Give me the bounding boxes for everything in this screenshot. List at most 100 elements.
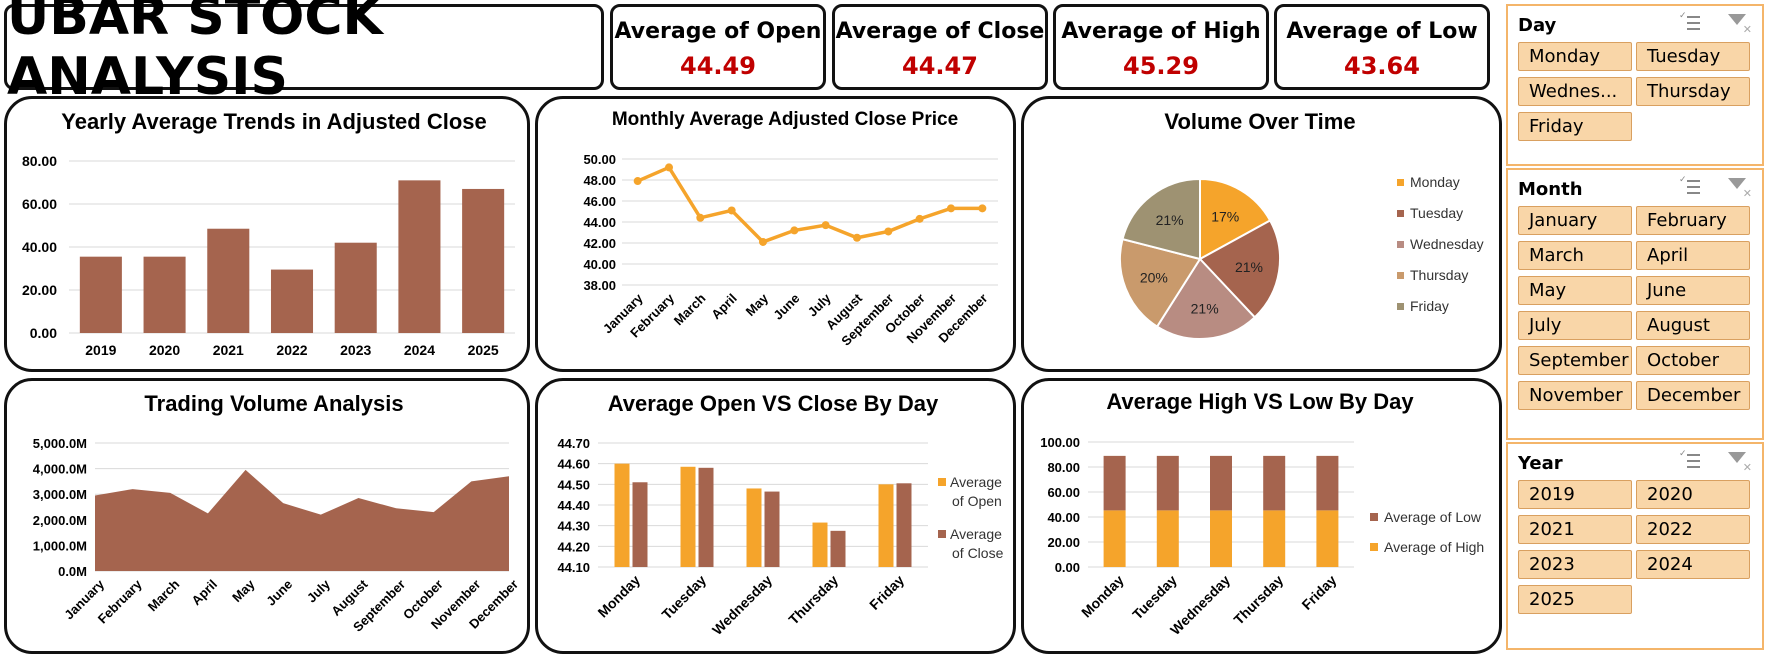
clear-filter-icon[interactable] (1728, 178, 1752, 200)
y-tick-label: 44.30 (557, 519, 590, 534)
slicer-button-day-2[interactable]: Wednes... (1518, 77, 1632, 106)
slicer-title: Month (1518, 179, 1583, 200)
x-tick-label: 2020 (149, 342, 180, 358)
dashboard-title-box: UBAR STOCK ANALYSIS (4, 0, 604, 107)
chart-title: Yearly Average Trends in Adjusted Close (61, 109, 487, 134)
slicer-button-month-11[interactable]: December (1636, 381, 1750, 410)
bar-average-of-open-thursday (812, 522, 828, 567)
y-tick-label: 1,000.0M (33, 538, 87, 553)
slicer-button-month-2[interactable]: March (1518, 241, 1632, 270)
slicer-button-month-3[interactable]: April (1636, 241, 1750, 270)
point-March (696, 213, 705, 222)
legend-entry: Tuesday (1410, 205, 1463, 221)
multi-select-icon[interactable] (1679, 11, 1700, 32)
slicer-button-year-6[interactable]: 2025 (1518, 585, 1632, 614)
kpi-value: 43.64 (1344, 52, 1420, 80)
slicer-button-year-3[interactable]: 2022 (1636, 515, 1750, 544)
bar-average-of-high-tuesday (1156, 510, 1179, 567)
legend-swatch (1370, 513, 1378, 521)
legend-entry: of Open (952, 493, 1002, 509)
y-tick-label: 80.00 (22, 153, 57, 169)
slicer-button-month-10[interactable]: November (1518, 381, 1632, 410)
x-tick-label: May (229, 576, 258, 605)
slicer-button-day-3[interactable]: Thursday (1636, 77, 1750, 106)
x-tick-label: Friday (1298, 572, 1339, 613)
x-tick-label: 2021 (213, 342, 244, 358)
multi-select-icon[interactable] (1679, 449, 1700, 470)
y-tick-label: 44.10 (557, 560, 590, 575)
slicer-button-month-8[interactable]: September (1518, 346, 1632, 375)
bar-2025 (462, 188, 505, 333)
slicer-button-month-4[interactable]: May (1518, 276, 1632, 305)
y-tick-label: 46.00 (583, 194, 616, 209)
y-tick-label: 80.00 (1047, 460, 1080, 475)
x-tick-label: 2019 (85, 342, 116, 358)
slicer-button-month-6[interactable]: July (1518, 311, 1632, 340)
x-tick-label: 2022 (276, 342, 307, 358)
bar-average-of-low-tuesday (1156, 455, 1179, 511)
slicer-button-year-2[interactable]: 2021 (1518, 515, 1632, 544)
x-tick-label: July (304, 576, 334, 606)
slicer-button-month-0[interactable]: January (1518, 206, 1632, 235)
bar-average-of-close-thursday (830, 530, 846, 567)
pie-data-label: 17% (1211, 208, 1239, 224)
chart-title: Average High VS Low By Day (1106, 389, 1414, 414)
x-tick-label: Thursday (1230, 572, 1286, 628)
slicer-button-month-7[interactable]: August (1636, 311, 1750, 340)
slicer-button-month-9[interactable]: October (1636, 346, 1750, 375)
chart-monthly-adjusted-close: Monthly Average Adjusted Close Price 38.0… (535, 96, 1016, 372)
kpi-label: Average of High (1061, 19, 1261, 44)
slicer-button-month-5[interactable]: June (1636, 276, 1750, 305)
kpi-average-open: Average of Open 44.49 (610, 4, 826, 90)
chart-open-vs-close-svg: Average Open VS Close By Day 44.10 44.20 44… (557, 391, 1004, 638)
y-tick-label: 40.00 (583, 257, 616, 272)
kpi-average-high: Average of High 45.29 (1053, 4, 1269, 90)
bar-average-of-low-thursday (1263, 455, 1286, 511)
y-tick-label: 2,000.0M (33, 513, 87, 528)
y-tick-label: 42.00 (583, 236, 616, 251)
chart-high-vs-low-svg: Average High VS Low By Day 0.00 20.00 40.00… (1040, 389, 1484, 638)
point-October (915, 214, 924, 223)
x-tick-label: March (671, 290, 709, 328)
y-tick-label: 0.0M (58, 564, 87, 579)
chart-title: Average Open VS Close By Day (608, 391, 939, 416)
legend-entry: of Close (952, 545, 1004, 561)
y-tick-label: 40.00 (22, 239, 57, 255)
slicer-title: Year (1518, 453, 1563, 474)
y-tick-label: 0.00 (1055, 560, 1080, 575)
slicer-header: Year (1508, 444, 1762, 480)
slicer-button-year-0[interactable]: 2019 (1518, 480, 1632, 509)
slicer-button-year-5[interactable]: 2024 (1636, 550, 1750, 579)
pie-slice-Monday (1199, 177, 1272, 261)
pie-data-label: 20% (1140, 269, 1168, 285)
slicer-header: Month (1508, 170, 1762, 206)
y-tick-label: 3,000.0M (33, 487, 87, 502)
y-tick-label: 60.00 (22, 196, 57, 212)
bar-2020 (143, 256, 186, 333)
y-tick-label: 4,000.0M (33, 462, 87, 477)
legend-entry: Friday (1410, 298, 1449, 314)
clear-filter-icon[interactable] (1728, 14, 1752, 36)
y-tick-label: 48.00 (583, 173, 616, 188)
slicer-button-month-1[interactable]: February (1636, 206, 1750, 235)
bar-average-of-open-tuesday (680, 466, 696, 567)
x-tick-label: Monday (1078, 572, 1127, 621)
slicer-button-day-1[interactable]: Tuesday (1636, 42, 1750, 71)
slicer-button-day-4[interactable]: Friday (1518, 112, 1632, 141)
slicer-button-day-0[interactable]: Monday (1518, 42, 1632, 71)
clear-filter-icon[interactable] (1728, 452, 1752, 474)
bar-average-of-close-tuesday (698, 467, 714, 567)
bar-average-of-open-friday (878, 484, 894, 567)
legend-entry: Average (950, 526, 1002, 542)
pie-slice-Friday (1121, 177, 1201, 261)
y-tick-label: 44.00 (583, 215, 616, 230)
kpi-value: 45.29 (1123, 52, 1199, 80)
slicer-button-year-1[interactable]: 2020 (1636, 480, 1750, 509)
legend-swatch (1397, 241, 1404, 248)
slicer-button-year-4[interactable]: 2023 (1518, 550, 1632, 579)
point-July (821, 221, 830, 230)
legend-swatch (1397, 303, 1404, 310)
multi-select-icon[interactable] (1679, 175, 1700, 196)
slicer-title: Day (1518, 15, 1557, 36)
